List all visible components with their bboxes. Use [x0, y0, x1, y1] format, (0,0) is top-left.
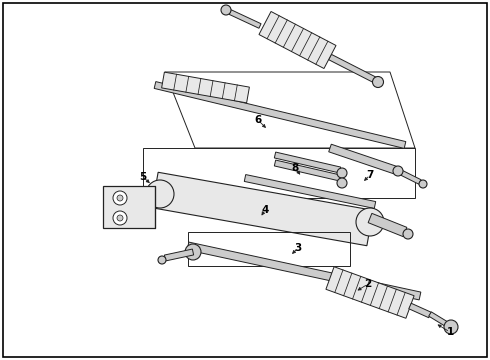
Polygon shape — [162, 72, 249, 103]
Circle shape — [356, 208, 384, 236]
Polygon shape — [245, 175, 376, 208]
Polygon shape — [274, 160, 341, 181]
Text: 5: 5 — [139, 172, 147, 182]
Circle shape — [337, 178, 347, 188]
Text: 8: 8 — [292, 163, 298, 173]
Circle shape — [158, 256, 166, 264]
Circle shape — [117, 215, 123, 221]
Circle shape — [372, 77, 384, 87]
Polygon shape — [259, 12, 336, 68]
Circle shape — [113, 211, 127, 225]
Text: 6: 6 — [254, 115, 262, 125]
Text: 2: 2 — [365, 279, 371, 289]
Circle shape — [113, 191, 127, 205]
Circle shape — [337, 168, 347, 178]
Polygon shape — [152, 172, 373, 246]
Circle shape — [393, 166, 403, 176]
Circle shape — [146, 180, 174, 208]
Circle shape — [419, 180, 427, 188]
Text: 4: 4 — [261, 205, 269, 215]
Polygon shape — [329, 54, 376, 83]
Polygon shape — [154, 82, 406, 148]
Polygon shape — [274, 152, 341, 173]
Polygon shape — [164, 249, 194, 261]
Polygon shape — [368, 213, 407, 237]
Circle shape — [185, 244, 201, 260]
Polygon shape — [397, 169, 421, 184]
Polygon shape — [229, 10, 261, 28]
Polygon shape — [187, 242, 421, 300]
Circle shape — [403, 229, 413, 239]
Text: 1: 1 — [446, 327, 454, 337]
Text: 3: 3 — [294, 243, 302, 253]
Polygon shape — [329, 144, 396, 174]
Circle shape — [117, 195, 123, 201]
Polygon shape — [429, 312, 449, 327]
Polygon shape — [409, 303, 431, 318]
Circle shape — [444, 320, 458, 334]
Circle shape — [221, 5, 231, 15]
Polygon shape — [103, 186, 155, 228]
Text: 7: 7 — [367, 170, 374, 180]
Polygon shape — [326, 267, 414, 318]
